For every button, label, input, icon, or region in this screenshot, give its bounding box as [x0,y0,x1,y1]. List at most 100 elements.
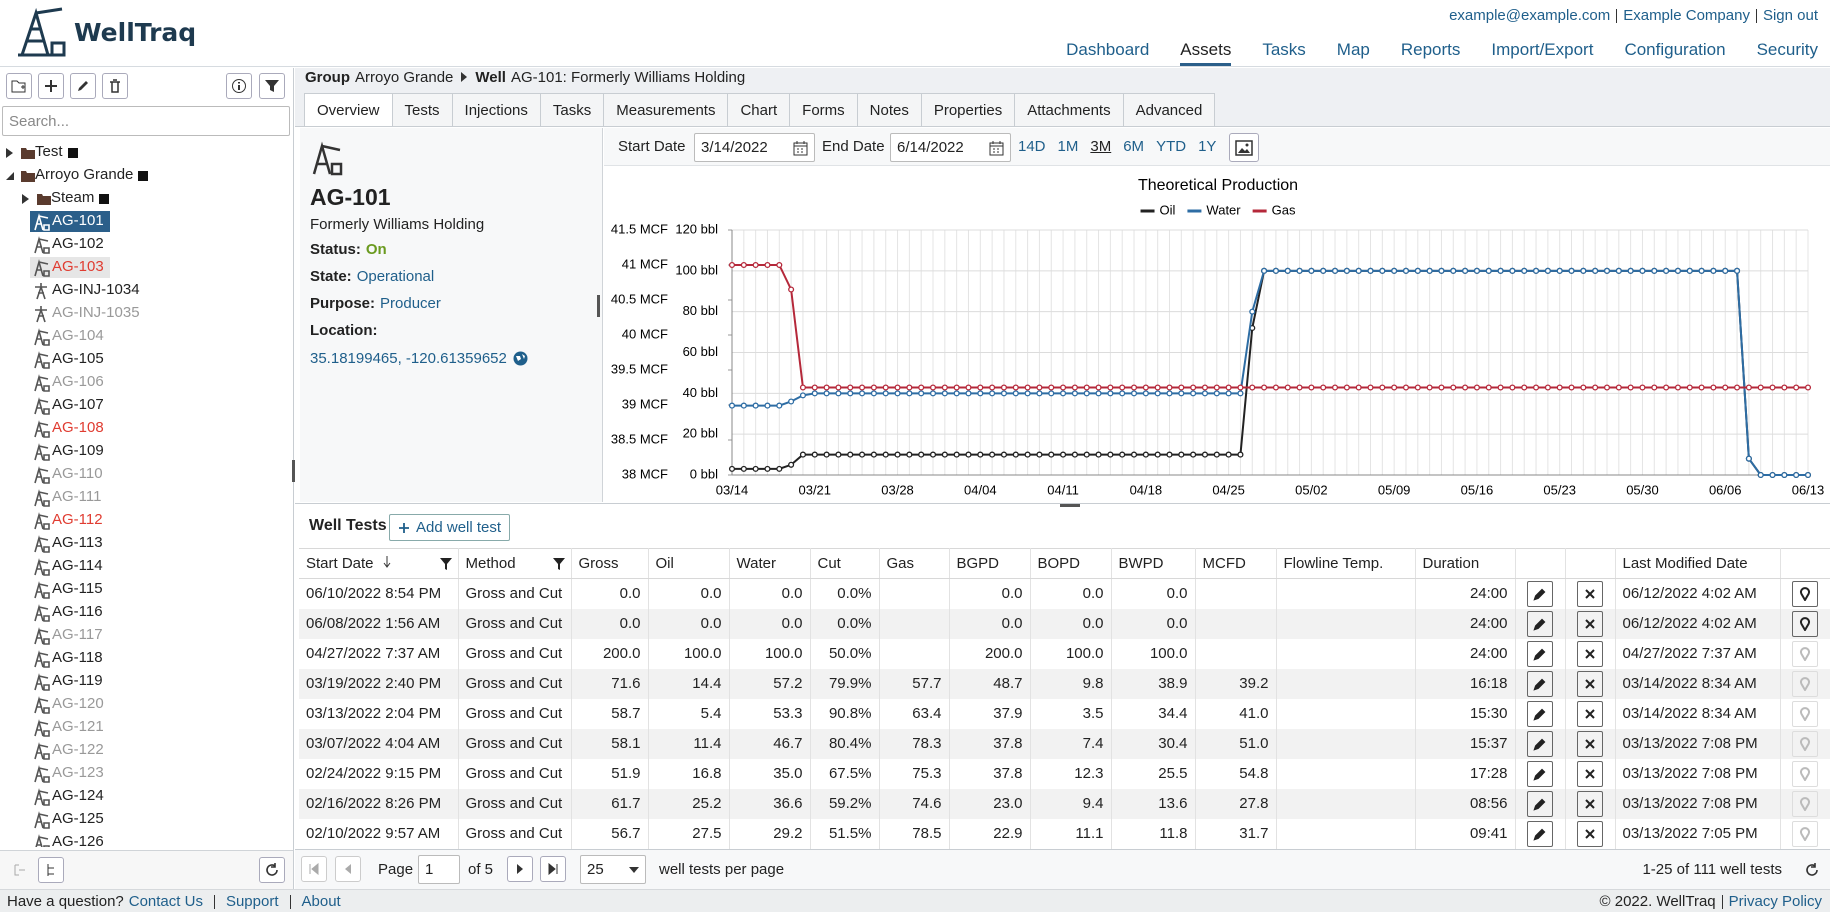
edit-button[interactable] [1527,760,1553,787]
tab[interactable]: Tasks [539,93,605,127]
tree-item[interactable]: AG-104 [0,325,293,348]
range-link[interactable]: 1M [1057,138,1079,155]
tree-item[interactable]: AG-109 [0,440,293,463]
tree-item[interactable]: AG-117 [0,624,293,647]
first-page-button[interactable] [301,856,327,882]
tree-item[interactable]: AG-114 [0,555,293,578]
delete-button[interactable] [1577,670,1603,697]
tree-item[interactable]: AG-103 [0,256,293,279]
delete-button[interactable] [1577,700,1603,727]
tree-item[interactable]: AG-107 [0,394,293,417]
account-link[interactable]: Example Company [1623,7,1750,24]
footer-link[interactable]: About [301,893,341,910]
edit-button[interactable] [1527,700,1553,727]
field-value[interactable]: Operational [356,268,435,285]
splitter-handle[interactable] [594,290,604,330]
location-button[interactable] [1792,790,1818,817]
delete-button[interactable] [102,73,128,99]
next-page-button[interactable] [507,856,533,882]
nav-link[interactable]: Dashboard [1066,40,1150,59]
location-button[interactable] [1792,820,1818,847]
expand-button[interactable] [38,857,64,883]
tree-item[interactable]: AG-124 [0,785,293,808]
nav-link[interactable]: Reports [1400,40,1461,59]
tab[interactable]: Notes [856,93,922,127]
tree-item[interactable]: AG-102 [0,233,293,256]
tree-item[interactable]: AG-111 [0,486,293,509]
tree-item[interactable]: Steam [0,187,293,210]
nav-link[interactable]: Map [1336,40,1370,59]
tab[interactable]: Attachments [1014,93,1124,127]
page-input[interactable]: 1 [418,855,460,884]
tree-item[interactable]: AG-122 [0,739,293,762]
edit-button[interactable] [70,73,96,99]
tree-item[interactable]: AG-112 [0,509,293,532]
edit-button[interactable] [1527,610,1553,637]
per-page-select[interactable]: 25 [580,855,646,884]
account-link[interactable]: example@example.com [1449,7,1611,24]
calendar-icon[interactable] [989,141,1004,156]
coordinates[interactable]: 35.18199465, -120.61359652 [310,350,528,367]
account-link[interactable]: Sign out [1762,7,1818,24]
range-link[interactable]: 6M [1123,138,1145,155]
tree-item[interactable]: AG-108 [0,417,293,440]
tree-item[interactable]: AG-119 [0,670,293,693]
nav-link[interactable]: Tasks [1262,40,1306,59]
location-button[interactable] [1792,610,1818,637]
delete-button[interactable] [1577,580,1603,607]
add-folder-button[interactable] [6,73,32,99]
location-button[interactable] [1792,730,1818,757]
tab[interactable]: Advanced [1122,93,1216,127]
edit-button[interactable] [1527,640,1553,667]
refresh-button[interactable] [259,857,285,883]
range-link[interactable]: 1Y [1198,138,1217,155]
footer-link[interactable]: Support [225,893,279,910]
info-button[interactable] [226,73,252,99]
add-button[interactable] [38,73,64,99]
tree-item[interactable]: AG-120 [0,693,293,716]
tree-item[interactable]: AG-INJ-1035 [0,302,293,325]
prev-page-button[interactable] [335,856,361,882]
edit-button[interactable] [1527,790,1553,817]
nav-link[interactable]: Import/Export [1491,40,1594,59]
tree-item[interactable]: AG-115 [0,578,293,601]
tab[interactable]: Forms [789,93,858,127]
tree-item[interactable]: AG-113 [0,532,293,555]
delete-button[interactable] [1577,610,1603,637]
last-page-button[interactable] [540,856,566,882]
delete-button[interactable] [1577,640,1603,667]
delete-button[interactable] [1577,760,1603,787]
range-link[interactable]: 3M [1090,138,1112,155]
delete-button[interactable] [1577,820,1603,847]
start-date-input[interactable]: 3/14/2022 [694,133,815,162]
breadcrumb-group[interactable]: Arroyo Grande [355,68,454,86]
delete-button[interactable] [1577,790,1603,817]
tree-item[interactable]: AG-121 [0,716,293,739]
add-well-test-button[interactable]: Add well test [389,514,511,541]
search-input[interactable]: Search... [2,106,290,136]
tree-item[interactable]: AG-126 [0,831,293,847]
splitter-handle[interactable] [291,450,297,490]
tree-item[interactable]: AG-125 [0,808,293,831]
tab[interactable]: Overview [304,93,393,127]
tab[interactable]: Properties [920,93,1016,127]
tree-item[interactable]: AG-101 [0,210,293,233]
location-button[interactable] [1792,670,1818,697]
tree-item[interactable]: AG-106 [0,371,293,394]
tab[interactable]: Chart [727,93,791,127]
calendar-icon[interactable] [793,141,808,156]
tree-item[interactable]: Arroyo Grande [0,164,293,187]
refresh-icon[interactable] [1804,862,1820,878]
tab[interactable]: Injections [451,93,541,127]
tab[interactable]: Measurements [603,93,729,127]
delete-button[interactable] [1577,730,1603,757]
tree-item[interactable]: AG-118 [0,647,293,670]
location-button[interactable] [1792,700,1818,727]
field-value[interactable]: Producer [380,295,441,312]
footer-link[interactable]: Contact Us [128,893,203,910]
edit-button[interactable] [1527,580,1553,607]
nav-link[interactable]: Configuration [1624,40,1726,59]
edit-button[interactable] [1527,670,1553,697]
nav-link[interactable]: Security [1756,40,1818,59]
edit-button[interactable] [1527,820,1553,847]
